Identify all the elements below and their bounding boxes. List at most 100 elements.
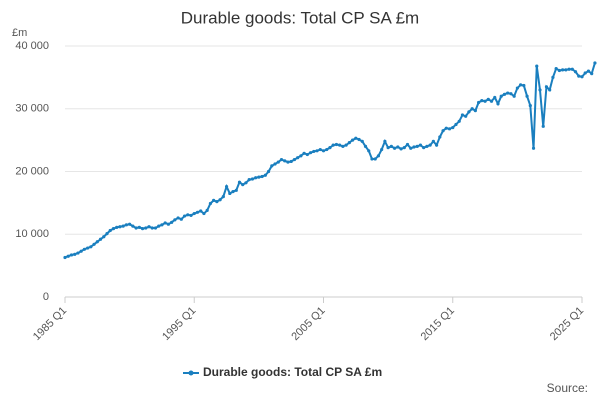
- data-point: [69, 253, 74, 257]
- x-tick-label: 1995 Q1: [160, 305, 198, 343]
- data-point: [228, 191, 232, 196]
- data-point: [179, 217, 183, 221]
- data-point: [212, 198, 216, 202]
- data-point: [147, 225, 151, 229]
- y-tick-label: 20 000: [15, 165, 49, 177]
- data-point: [399, 147, 403, 151]
- data-point: [208, 201, 213, 206]
- data-point: [447, 127, 452, 131]
- data-point: [541, 124, 545, 128]
- data-point: [308, 151, 313, 155]
- data-point: [111, 227, 116, 231]
- data-point: [363, 144, 368, 148]
- data-point: [561, 68, 565, 72]
- data-point: [237, 180, 242, 184]
- data-point: [186, 213, 190, 217]
- data-point: [473, 109, 477, 113]
- data-point: [548, 88, 552, 92]
- data-point: [305, 152, 309, 157]
- data-point: [344, 143, 348, 147]
- data-point: [341, 144, 345, 148]
- data-point: [467, 110, 471, 114]
- data-point: [92, 242, 96, 246]
- data-point: [276, 160, 280, 164]
- data-point: [425, 144, 429, 148]
- data-point: [124, 223, 128, 227]
- data-point: [98, 237, 103, 241]
- data-point: [567, 67, 571, 71]
- data-point: [279, 157, 284, 162]
- data-point: [318, 147, 322, 152]
- data-point: [137, 225, 141, 229]
- y-tick-label: 30 000: [15, 103, 49, 115]
- data-point: [266, 169, 271, 174]
- data-point: [338, 143, 342, 147]
- data-point: [260, 174, 264, 179]
- data-point: [296, 156, 300, 160]
- data-point: [405, 142, 410, 147]
- data-point: [509, 92, 513, 96]
- data-point: [451, 125, 455, 130]
- x-tick-label: 2015 Q1: [419, 305, 457, 343]
- data-point: [140, 227, 145, 231]
- data-point: [373, 157, 377, 161]
- data-point: [292, 157, 297, 162]
- x-tick-label: 1985 Q1: [31, 305, 69, 343]
- data-point: [444, 126, 448, 130]
- data-point: [115, 225, 119, 229]
- data-point: [376, 154, 381, 158]
- data-point: [489, 99, 494, 103]
- data-point: [144, 226, 148, 230]
- data-point: [153, 226, 158, 230]
- data-point: [321, 149, 326, 153]
- data-point: [263, 173, 267, 177]
- data-point: [493, 95, 497, 100]
- data-point: [496, 102, 500, 106]
- x-tick-label: 2005 Q1: [289, 305, 327, 343]
- data-point: [241, 183, 245, 187]
- data-point: [257, 175, 261, 179]
- data-point: [95, 240, 99, 244]
- data-point: [221, 195, 225, 199]
- data-point: [570, 67, 574, 71]
- data-point: [531, 146, 536, 150]
- data-point: [590, 72, 594, 76]
- data-point: [457, 119, 461, 123]
- data-point: [134, 226, 138, 230]
- data-point: [441, 129, 445, 133]
- data-point: [477, 100, 481, 105]
- data-point: [73, 252, 77, 256]
- data-point: [192, 211, 196, 216]
- data-point: [577, 74, 581, 78]
- data-point: [544, 85, 549, 89]
- data-point: [224, 184, 229, 189]
- data-point: [331, 143, 335, 147]
- data-point: [454, 122, 458, 127]
- data-point: [325, 147, 329, 152]
- data-point: [434, 143, 439, 147]
- data-point: [273, 162, 277, 166]
- data-point: [102, 235, 106, 239]
- data-point: [347, 141, 351, 145]
- data-point: [392, 146, 397, 150]
- data-point: [470, 107, 474, 111]
- data-point: [460, 113, 465, 117]
- data-point: [176, 216, 180, 220]
- data-point: [105, 232, 109, 236]
- data-point: [522, 83, 526, 88]
- data-point: [554, 66, 558, 71]
- data-point: [402, 146, 406, 150]
- data-point: [506, 91, 510, 95]
- data-point: [66, 254, 70, 258]
- data-point: [182, 214, 187, 218]
- data-point: [367, 149, 371, 153]
- data-point: [76, 251, 80, 255]
- data-point: [79, 249, 83, 253]
- data-point: [89, 245, 93, 249]
- data-point: [431, 139, 435, 143]
- data-point: [586, 69, 591, 73]
- data-point: [205, 208, 209, 213]
- data-point: [499, 94, 503, 98]
- data-point: [234, 188, 238, 192]
- data-point: [535, 64, 539, 68]
